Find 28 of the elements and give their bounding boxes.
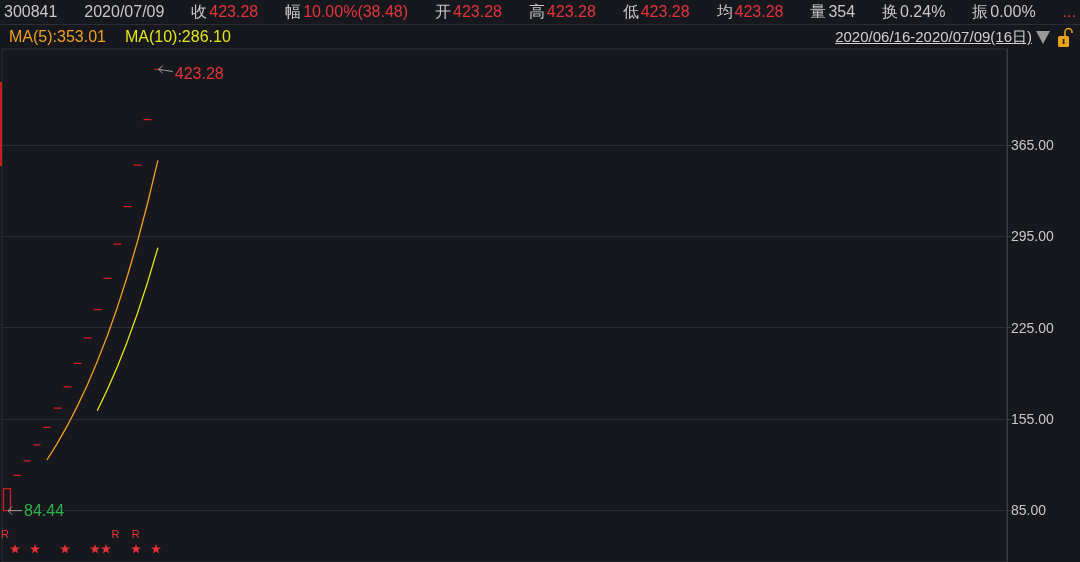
text: 2020/07/09	[84, 3, 165, 20]
annotation: R	[1, 528, 9, 540]
annotation: 84.44	[24, 502, 65, 520]
text: 高423.28	[528, 2, 596, 20]
candlestick	[2, 488, 12, 512]
line-series	[46, 160, 159, 461]
text: 换0.24%	[881, 2, 946, 20]
text: 低423.28	[622, 2, 690, 20]
text: MA(5):353.01	[9, 27, 107, 45]
y-tick-label: 295.00	[1011, 228, 1055, 245]
annotation: R	[131, 528, 140, 540]
y-tick-label: 85.00	[1011, 501, 1047, 518]
text: MA(10):286.10	[124, 27, 231, 45]
annotation: R	[111, 528, 120, 540]
chart-title: 300841	[4, 3, 58, 21]
text: 振0.00%	[972, 2, 1036, 20]
y-tick-label: 155.00	[1011, 410, 1055, 427]
annotation: 423.28	[174, 64, 224, 82]
text: 均423.28	[716, 2, 784, 20]
text: 幅10.00%(38.48)	[285, 2, 409, 20]
chart-subtitle: 2020/06/16-2020/07/09(16日)	[835, 27, 1032, 47]
y-tick-label: 365.00	[1011, 137, 1055, 154]
text: 收423.28	[191, 2, 259, 20]
line-series	[96, 247, 159, 411]
text: 开423.28	[435, 2, 502, 20]
text: 量354	[810, 2, 856, 20]
y-tick-label: 225.00	[1011, 319, 1055, 336]
text: ...	[1062, 3, 1076, 20]
